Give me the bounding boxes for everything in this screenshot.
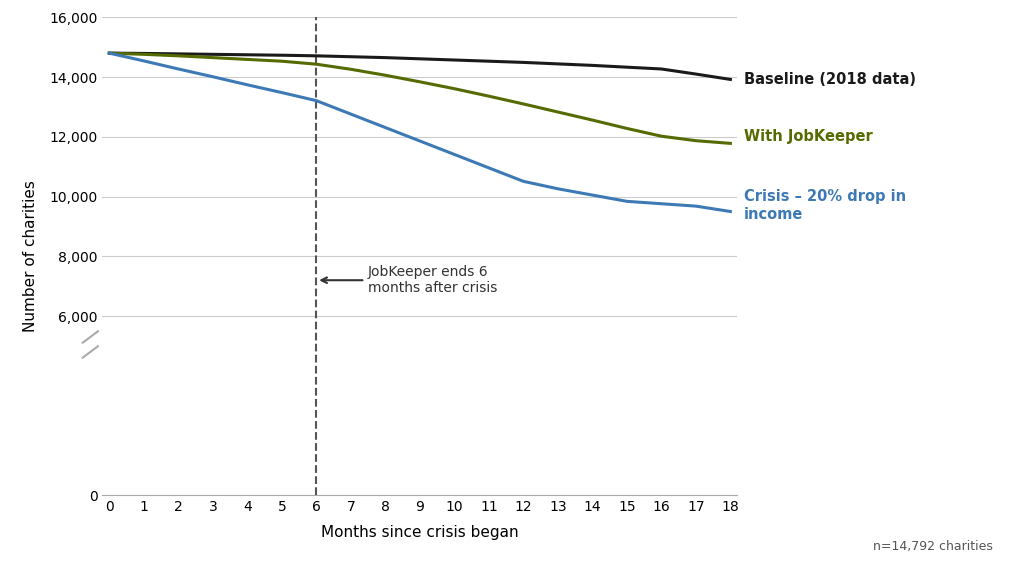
Y-axis label: Number of charities: Number of charities (24, 180, 38, 332)
Text: JobKeeper ends 6
months after crisis: JobKeeper ends 6 months after crisis (322, 265, 498, 295)
Text: With JobKeeper: With JobKeeper (744, 129, 872, 145)
X-axis label: Months since crisis began: Months since crisis began (322, 525, 518, 540)
Text: n=14,792 charities: n=14,792 charities (873, 540, 993, 553)
Text: Crisis – 20% drop in
income: Crisis – 20% drop in income (744, 190, 906, 222)
Text: Baseline (2018 data): Baseline (2018 data) (744, 72, 916, 87)
